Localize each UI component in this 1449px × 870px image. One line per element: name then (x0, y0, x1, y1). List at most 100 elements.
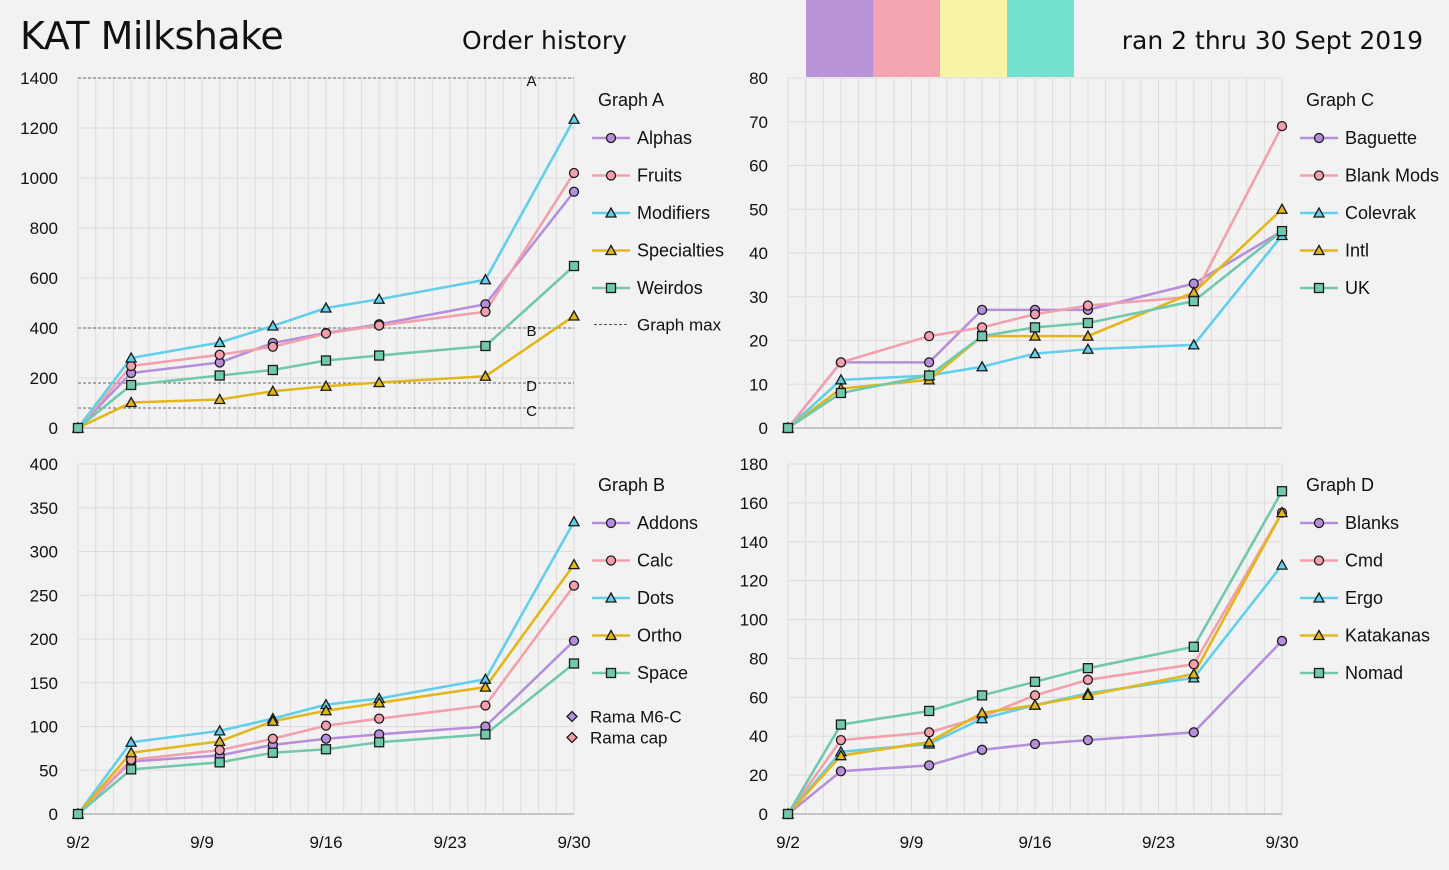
date-range: ran 2 thru 30 Sept 2019 (1121, 26, 1423, 55)
y-tick-label: 400 (30, 455, 58, 474)
series-line (77, 584, 576, 815)
legend-label: Blanks (1345, 513, 1399, 533)
y-tick-label: 1000 (20, 169, 58, 188)
legend-label: Katakanas (1345, 626, 1430, 646)
series-line (786, 125, 1284, 429)
data-point (213, 393, 226, 405)
data-point (1028, 329, 1042, 341)
data-point (1187, 667, 1200, 679)
data-point (835, 719, 847, 730)
data-point (373, 292, 386, 304)
series-line (786, 490, 1284, 815)
data-point (835, 766, 847, 777)
series-line (787, 230, 1283, 430)
chart-a: 0 200 400 600 800 1000 1200 1400 A B DC Graph A Alph… (20, 69, 724, 438)
legend-title: Graph B (598, 475, 665, 495)
y-tick-label: 80 (749, 69, 768, 88)
data-point (975, 706, 989, 718)
legend-label: Ortho (637, 626, 682, 646)
legend-label: Blank Mods (1345, 166, 1439, 186)
ref-line-label: B (526, 323, 536, 340)
data-point (373, 713, 385, 724)
data-point (567, 309, 581, 321)
data-point (266, 714, 279, 726)
series-line (787, 511, 1284, 815)
data-point (125, 379, 137, 391)
series-line (786, 511, 1284, 815)
data-point (1188, 659, 1199, 670)
data-point (267, 364, 279, 376)
data-point (567, 515, 581, 527)
legend-marker (566, 731, 578, 744)
data-point (1029, 309, 1041, 320)
data-point (125, 351, 138, 363)
data-point (320, 355, 332, 366)
data-point (1275, 506, 1289, 518)
data-point (923, 330, 935, 342)
legend-label: Dots (637, 588, 674, 608)
legend-label: Modifiers (637, 203, 710, 223)
data-point (1082, 734, 1094, 746)
data-point (320, 733, 332, 744)
y-tick-label: 0 (49, 419, 58, 438)
legend-marker (1313, 667, 1325, 679)
data-point (267, 341, 279, 352)
legend-marker (604, 244, 618, 256)
data-point (72, 808, 84, 820)
y-tick-label: 0 (759, 419, 768, 438)
x-tick-label: 9/9 (190, 833, 214, 852)
swatch-pink (873, 0, 940, 77)
data-point (125, 746, 138, 758)
legend-marker (604, 591, 618, 603)
data-point (782, 808, 794, 820)
series-line (786, 230, 1283, 429)
legend-label: Fruits (637, 166, 682, 186)
legend-marker (1312, 629, 1326, 641)
legend-label: Weirdos (637, 278, 703, 298)
data-point (835, 734, 847, 746)
legend-label: Specialties (637, 241, 724, 261)
data-point (923, 705, 935, 717)
legend-label: Ergo (1345, 588, 1383, 608)
data-point (923, 370, 935, 381)
data-point (976, 744, 988, 755)
y-tick-label: 60 (749, 688, 768, 707)
page-title: KAT Milkshake (20, 14, 284, 58)
y-tick-label: 0 (759, 805, 768, 824)
chart-c: 0 10 20 30 40 50 60 70 80 Graph C Baguette Blank Mo… (749, 69, 1439, 438)
data-point (923, 760, 935, 771)
data-point (1276, 635, 1288, 647)
chart-b: 0 50 100 150 200 250 300 350 400 9/2 9/9 9/16 9/23 9/… (30, 455, 698, 852)
legend-marker (1313, 555, 1325, 566)
data-point (835, 387, 847, 399)
data-point (1028, 698, 1042, 710)
swatch-purple (806, 0, 873, 77)
data-point (1275, 558, 1289, 570)
y-tick-label: 140 (740, 533, 768, 552)
data-point (1081, 329, 1095, 341)
x-tick-label: 9/2 (66, 833, 90, 852)
data-point (320, 720, 332, 731)
data-point (320, 328, 332, 339)
y-tick-label: 60 (749, 157, 768, 176)
data-point (1082, 317, 1094, 329)
series-line (787, 208, 1283, 430)
series-line (77, 563, 576, 815)
data-point (1029, 738, 1041, 750)
series-line (787, 234, 1284, 429)
swatch-yellow (940, 0, 1007, 77)
y-tick-label: 70 (749, 113, 768, 132)
y-tick-label: 600 (30, 269, 58, 288)
data-point (319, 379, 333, 391)
legend-label: Rama M6-C (590, 708, 682, 727)
data-point (125, 396, 138, 408)
series-line (787, 640, 1283, 816)
y-tick-label: 10 (749, 375, 768, 394)
color-swatches (806, 0, 1074, 77)
data-point (1188, 727, 1199, 738)
x-tick-label: 9/23 (433, 833, 466, 852)
legend-label: Intl (1345, 241, 1369, 261)
y-tick-label: 100 (30, 718, 58, 737)
data-point (213, 336, 226, 348)
data-point (923, 735, 936, 747)
